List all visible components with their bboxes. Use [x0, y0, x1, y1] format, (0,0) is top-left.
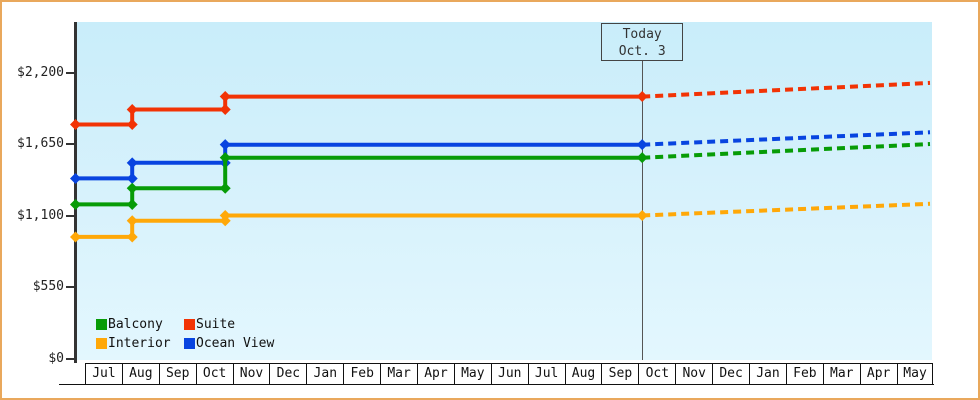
month-cell-jan: Jan [306, 363, 344, 385]
month-cell-jul: Jul [527, 363, 565, 385]
month-cell-aug: Aug [564, 363, 602, 385]
y-tick [66, 71, 75, 74]
legend-item-interior: Interior [96, 336, 184, 351]
today-date: Oct. 3 [618, 44, 666, 59]
today-vertical-line [641, 61, 643, 360]
y-tick [66, 214, 75, 217]
month-cell-sep: Sep [601, 363, 639, 385]
y-tick [66, 357, 75, 360]
x-axis-month-row: Jul Aug Sep Oct Nov Dec Jan Feb Mar Apr May Jun Jul A… [85, 363, 934, 385]
legend-swatch-ocean-view [184, 338, 195, 349]
month-cell-oct: Oct [195, 363, 233, 385]
legend-label: Suite [196, 317, 236, 332]
month-cell-dec: Dec [712, 363, 750, 385]
legend-item-ocean-view: Ocean View [184, 336, 324, 351]
month-cell-nov: Nov [675, 363, 713, 385]
month-cell-apr: Apr [417, 363, 454, 385]
legend-item-balcony: Balcony [96, 317, 184, 332]
month-cell-feb: Feb [785, 363, 823, 385]
x-axis-underline [59, 384, 934, 385]
month-cell-nov: Nov [232, 363, 270, 385]
legend-swatch-suite [184, 319, 195, 330]
month-cell-may: May [453, 363, 491, 385]
month-cell-jun: Jun [490, 363, 528, 385]
month-cell-sep: Sep [158, 363, 196, 385]
month-cell-jan: Jan [749, 363, 786, 385]
legend: Balcony Suite Interior Ocean View [96, 315, 324, 353]
y-tick-label: $2,200 [17, 64, 64, 80]
y-tick-label: $1,100 [17, 207, 64, 223]
y-tick-label: $550 [32, 279, 64, 294]
y-tick [66, 143, 75, 145]
legend-label: Balcony [108, 317, 163, 332]
legend-item-suite: Suite [184, 317, 324, 332]
legend-swatch-balcony [96, 319, 107, 330]
month-cell-aug: Aug [121, 363, 159, 385]
legend-swatch-interior [96, 338, 107, 349]
plot-area [77, 22, 932, 360]
month-cell-jul: Jul [85, 363, 122, 385]
month-cell-oct: Oct [638, 363, 676, 385]
y-tick-label: $0 [48, 350, 64, 366]
y-tick [66, 286, 75, 288]
today-label: Today [622, 27, 662, 42]
month-cell-feb: Feb [343, 363, 381, 385]
legend-label: Ocean View [196, 336, 275, 351]
month-cell-mar: Mar [822, 363, 860, 385]
today-marker-box: Today Oct. 3 [601, 23, 684, 61]
month-cell-dec: Dec [269, 363, 307, 385]
month-cell-mar: Mar [380, 363, 418, 385]
legend-label: Interior [108, 336, 171, 351]
month-cell-may: May [896, 363, 934, 385]
month-cell-apr: Apr [859, 363, 897, 385]
y-tick-label: $1,650 [17, 136, 64, 151]
